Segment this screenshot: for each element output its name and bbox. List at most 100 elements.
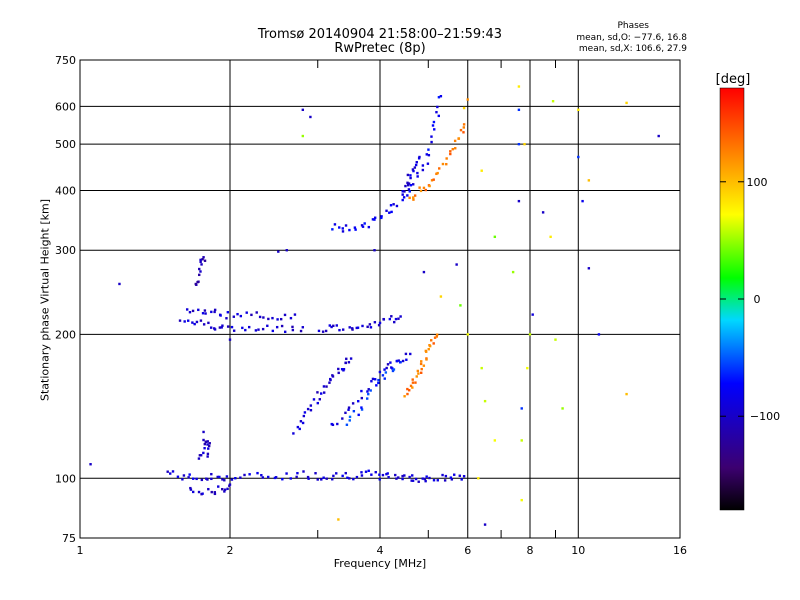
trace-point [408,389,411,392]
trace-point [337,367,340,371]
trace-point [403,474,406,477]
trace-point [426,162,430,165]
trace-point [298,427,301,431]
scatter-point [561,407,564,410]
trace-point [341,417,344,420]
trace-point [418,155,421,159]
trace-point [445,162,448,166]
scatter-point [480,366,483,370]
trace-point [279,317,283,321]
trace-point [401,474,404,478]
trace-point [289,316,293,320]
trace-point [387,475,390,479]
trace-point [191,490,195,494]
trace-point [406,173,410,177]
trace-point [187,476,190,479]
trace-point [409,352,412,356]
trace-point [427,347,430,351]
scatter-point [228,338,232,341]
trace-point [401,477,404,481]
trace-point [392,203,395,206]
data-points [89,85,660,526]
trace-point [427,153,431,157]
trace-point [203,447,206,450]
trace-point [206,452,210,456]
scatter-point [483,523,487,526]
trace-point [414,163,418,167]
trace-point [204,440,207,443]
trace-point [199,319,203,322]
trace-point [451,147,454,151]
trace-point [433,128,436,131]
trace-point [332,324,335,328]
trace-point [371,377,375,381]
chart-title: Tromsø 20140904 21:58:00–21:59:43 [257,27,503,42]
trace-point [393,320,396,324]
trace-point [316,478,319,481]
y-tick-label: 300 [55,244,76,257]
trace-point [401,193,404,196]
trace-point [189,486,192,490]
trace-point [257,328,260,331]
trace-point [348,415,352,419]
trace-point [384,371,388,374]
trace-point [411,168,415,171]
trace-point [395,477,398,480]
trace-point [206,478,209,481]
trace-point [414,477,418,481]
trace-point [202,323,206,326]
scatter-point [517,85,521,88]
trace-point [203,442,207,446]
trace-point [342,368,346,371]
trace-point [208,442,211,445]
trace-point [436,479,439,482]
grid [80,60,680,538]
trace-point [199,270,202,273]
trace-point [394,473,397,477]
trace-point [357,400,360,403]
trace-point [373,216,377,219]
trace-point [435,335,438,338]
phases-o-mode: mean, sd,O: −77.6, 16.8 [576,33,687,43]
trace-point [206,455,209,458]
trace-point [412,196,415,199]
trace-point [383,368,386,371]
scatter-point [455,263,458,266]
trace-point [425,475,428,478]
scatter-point [577,155,580,159]
trace-point [273,476,277,480]
scatter-point [517,142,521,146]
scatter-point [517,199,521,203]
trace-point [267,475,270,479]
trace-point [357,413,360,417]
trace-point [413,166,417,169]
trace-point [295,475,298,479]
trace-point [454,147,457,150]
trace-point [453,139,457,143]
trace-point [280,324,284,328]
trace-point [408,196,411,200]
trace-point [243,473,246,477]
trace-point [318,398,321,401]
trace-point [435,172,438,176]
trace-point [412,183,415,186]
trace-point [422,186,426,190]
trace-point [341,328,345,331]
trace-point [412,198,415,201]
trace-point [353,226,357,229]
scatter-point [520,498,523,502]
trace-point [390,315,393,318]
trace-point [216,475,219,479]
scatter-point [587,267,591,270]
trace-point [430,135,433,138]
trace-point [347,406,351,409]
trace-point [223,479,226,482]
scatter-point [520,439,523,442]
trace-point [331,478,334,481]
trace-point [395,204,399,208]
trace-point [449,476,453,479]
trace-point [199,258,202,262]
trace-point [322,385,326,388]
trace-point [428,476,431,480]
trace-point [213,492,217,496]
